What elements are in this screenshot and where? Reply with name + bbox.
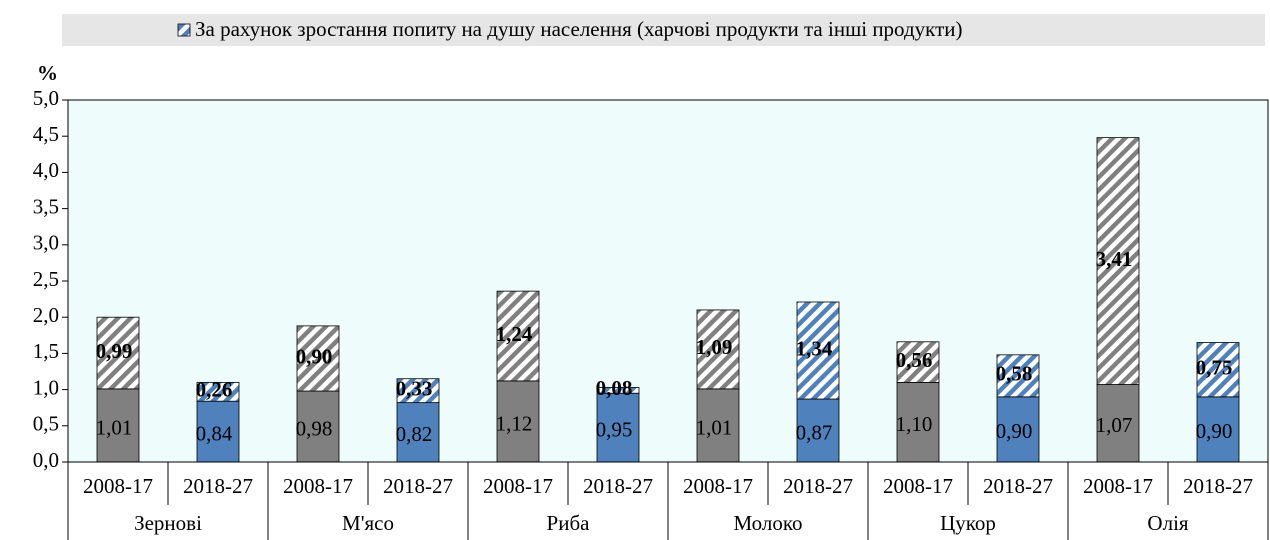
y-tick-label: 2,0 [33, 303, 59, 327]
bar-segment [896, 341, 940, 383]
data-label: 1,07 [1096, 413, 1133, 437]
bar-segment [196, 381, 240, 402]
bar-segment [1096, 384, 1140, 463]
bar-segment [596, 387, 640, 394]
data-label: 0,58 [996, 362, 1033, 386]
data-label: 1,34 [796, 336, 833, 360]
data-label: 1,24 [496, 322, 533, 346]
data-label: 0,95 [596, 417, 633, 441]
bar-segment [1096, 137, 1140, 385]
y-axis-label: % [37, 61, 58, 85]
y-tick-label: 4,5 [33, 122, 59, 146]
bar-segment [896, 381, 940, 463]
y-tick-label: 3,5 [33, 194, 59, 218]
bar-segment [296, 390, 340, 463]
data-label: 1,01 [696, 415, 733, 439]
data-label: 0,87 [796, 420, 833, 444]
data-label: 3,41 [1096, 247, 1133, 271]
x-tick-label: 2008-17 [883, 474, 953, 498]
data-label: 0,98 [296, 416, 333, 440]
data-label: 1,10 [896, 412, 933, 436]
data-label: 0,75 [1196, 356, 1233, 380]
bar-segment [596, 392, 640, 463]
bar-segment [696, 309, 740, 390]
x-tick-label: 2018-27 [383, 474, 453, 498]
data-label: 0,08 [596, 376, 633, 400]
bar-segment [1196, 396, 1240, 463]
x-tick-label: 2008-17 [683, 474, 753, 498]
x-tick-label: 2018-27 [983, 474, 1053, 498]
data-label: 0,99 [96, 339, 133, 363]
data-label: 0,26 [196, 378, 233, 402]
y-tick-label: 1,0 [33, 375, 59, 399]
data-label: 0,90 [996, 419, 1033, 443]
x-tick-label: 2008-17 [283, 474, 353, 498]
x-tick-label: 2018-27 [1183, 474, 1253, 498]
legend-box [62, 14, 1265, 46]
bar-segment [396, 402, 440, 463]
group-label: Зернові [134, 511, 202, 535]
data-label: 0,56 [896, 348, 933, 372]
y-tick-label: 3,0 [33, 231, 59, 255]
y-tick-label: 5,0 [33, 86, 59, 110]
y-tick-label: 1,5 [33, 339, 59, 363]
y-tick-label: 4,0 [33, 158, 59, 182]
group-label: М'ясо [342, 511, 394, 535]
bar-segment [996, 354, 1040, 398]
legend-swatch [177, 23, 191, 37]
bar-segment [996, 396, 1040, 463]
data-label: 1,12 [496, 411, 533, 435]
data-label: 0,90 [296, 344, 333, 368]
legend-label: За рахунок зростання попиту на душу насе… [195, 17, 962, 41]
bar-segment [796, 398, 840, 463]
group-label: Цукор [940, 511, 996, 535]
bar-segment [96, 316, 140, 390]
data-label: 0,90 [1196, 419, 1233, 443]
x-tick-label: 2018-27 [583, 474, 653, 498]
bar-segment [296, 325, 340, 392]
x-tick-label: 2008-17 [83, 474, 153, 498]
data-label: 0,33 [396, 376, 433, 400]
bar-segment [196, 400, 240, 463]
plot-area [67, 99, 1269, 463]
y-tick-label: 2,5 [33, 267, 59, 291]
data-label: 1,01 [96, 415, 133, 439]
data-label: 0,82 [396, 422, 433, 446]
y-tick-label: 0,0 [33, 448, 59, 472]
bar-segment [396, 378, 440, 404]
group-label: Олія [1147, 511, 1188, 535]
bar-segment [796, 301, 840, 400]
bar-segment [496, 290, 540, 382]
data-label: 1,09 [696, 335, 733, 359]
x-tick-label: 2018-27 [183, 474, 253, 498]
x-tick-label: 2008-17 [483, 474, 553, 498]
data-label: 0,84 [196, 421, 233, 445]
bar-segment [696, 388, 740, 463]
bar-segment [96, 388, 140, 463]
bar-segment [496, 380, 540, 463]
x-tick-label: 2008-17 [1083, 474, 1153, 498]
y-tick-label: 0,5 [33, 412, 59, 436]
group-label: Молоко [734, 511, 803, 535]
x-tick-label: 2018-27 [783, 474, 853, 498]
bar-segment [1196, 342, 1240, 398]
group-label: Риба [547, 511, 591, 535]
